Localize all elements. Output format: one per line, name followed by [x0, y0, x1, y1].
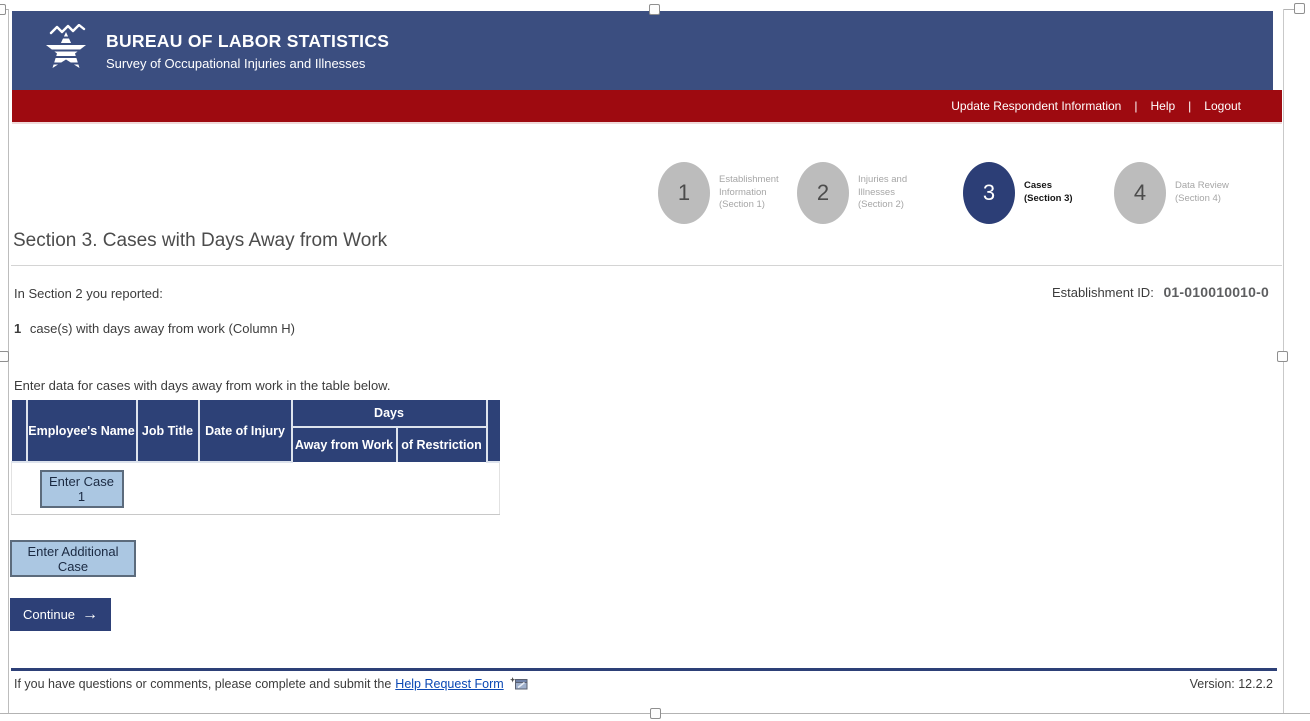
table-row: Enter Case 1 — [11, 462, 500, 515]
agency-title: BUREAU OF LABOR STATISTICS — [106, 30, 390, 51]
step-3-label: Cases (Section 3) — [1024, 180, 1073, 204]
cases-table: Employee's Name Job Title Date of Injury… — [11, 400, 500, 515]
column-header-date-of-injury: Date of Injury — [197, 400, 293, 463]
continue-button-label: Continue — [23, 607, 76, 622]
establishment-id-value: 01-010010010-0 — [1163, 284, 1269, 300]
table-instruction-text: Enter data for cases with days away from… — [14, 378, 391, 393]
column-header-days-away: Away from Work — [290, 426, 398, 462]
resize-handle-top-center[interactable] — [649, 4, 660, 15]
masthead-text: BUREAU OF LABOR STATISTICS Survey of Occ… — [106, 31, 389, 71]
help-request-form-link[interactable]: Help Request Form — [395, 677, 504, 691]
table-edge-cell — [11, 400, 28, 463]
table-cell — [11, 462, 27, 515]
enter-additional-case-button[interactable]: Enter Additional Case — [10, 540, 136, 577]
resize-handle-top-right[interactable] — [1294, 3, 1305, 14]
step-data-review[interactable]: 4 Data Review (Section 4) — [1114, 162, 1229, 224]
step-4-circle: 4 — [1114, 162, 1166, 224]
case-count-value: 1 — [14, 321, 22, 336]
table-cell: Enter Case 1 — [26, 462, 137, 515]
footer-help-row: If you have questions or comments, pleas… — [14, 677, 528, 693]
utility-nav-bar: Update Respondent Information | Help | L… — [12, 90, 1282, 124]
version-text: Version: 12.2.2 — [1189, 677, 1273, 691]
enter-case-1-button[interactable]: Enter Case 1 — [39, 469, 124, 508]
column-header-days-restriction: of Restriction — [395, 426, 488, 462]
step-1-label: Establishment Information (Section 1) — [719, 173, 779, 211]
step-2-label: Injuries and Illnesses (Section 2) — [858, 173, 908, 211]
step-1-circle: 1 — [658, 162, 710, 224]
case-count-text: case(s) with days away from work (Column… — [29, 321, 295, 336]
nav-separator: | — [1134, 99, 1138, 113]
survey-subtitle: Survey of Occupational Injuries and Illn… — [106, 55, 366, 71]
establishment-id-row: Establishment ID: 01-010010010-0 — [1052, 284, 1269, 300]
update-respondent-link[interactable]: Update Respondent Information — [951, 99, 1122, 113]
step-establishment-information[interactable]: 1 Establishment Information (Section 1) — [658, 162, 779, 224]
step-cases-current[interactable]: 3 Cases (Section 3) — [963, 162, 1073, 224]
step-3-circle: 3 — [963, 162, 1015, 224]
nav-separator: | — [1188, 99, 1192, 113]
continue-button[interactable]: Continue → — [10, 598, 112, 631]
progress-stepper: 1 Establishment Information (Section 1) … — [9, 162, 1283, 234]
bls-survey-page: BUREAU OF LABOR STATISTICS Survey of Occ… — [8, 9, 1284, 713]
establishment-id-label: Establishment ID: — [1051, 285, 1154, 300]
page-title: Section 3. Cases with Days Away from Wor… — [13, 230, 388, 251]
table-edge-cell — [485, 400, 500, 463]
reported-intro-text: In Section 2 you reported: — [14, 286, 163, 301]
case-count-row: 1 case(s) with days away from work (Colu… — [14, 321, 295, 336]
bls-masthead: BUREAU OF LABOR STATISTICS Survey of Occ… — [12, 11, 1273, 90]
step-injuries-illnesses[interactable]: 2 Injuries and Illnesses (Section 2) — [797, 162, 907, 224]
table-cell — [198, 462, 292, 515]
column-header-employee-name: Employee's Name — [25, 400, 138, 463]
arrow-right-icon: → — [82, 605, 99, 623]
table-cell — [396, 462, 487, 515]
resize-handle-top-left[interactable] — [0, 4, 6, 15]
step-2-circle: 2 — [797, 162, 849, 224]
resize-handle-middle-left[interactable] — [0, 351, 9, 362]
help-link[interactable]: Help — [1150, 99, 1176, 113]
footer-help-text: If you have questions or comments, pleas… — [14, 677, 392, 691]
table-cell — [291, 462, 397, 515]
bls-star-logo-icon — [42, 23, 90, 77]
title-divider — [11, 265, 1282, 266]
step-4-label: Data Review (Section 4) — [1175, 180, 1229, 204]
table-cell — [136, 462, 199, 515]
column-header-job-title: Job Title — [135, 400, 200, 463]
column-header-days-group: Days — [290, 400, 488, 427]
logout-link[interactable]: Logout — [1204, 99, 1241, 113]
table-cell — [486, 462, 500, 515]
footer-divider — [11, 668, 1277, 671]
resize-handle-middle-right[interactable] — [1277, 351, 1288, 362]
resize-handle-bottom-center[interactable] — [650, 708, 661, 719]
help-request-form-icon[interactable] — [507, 677, 528, 693]
